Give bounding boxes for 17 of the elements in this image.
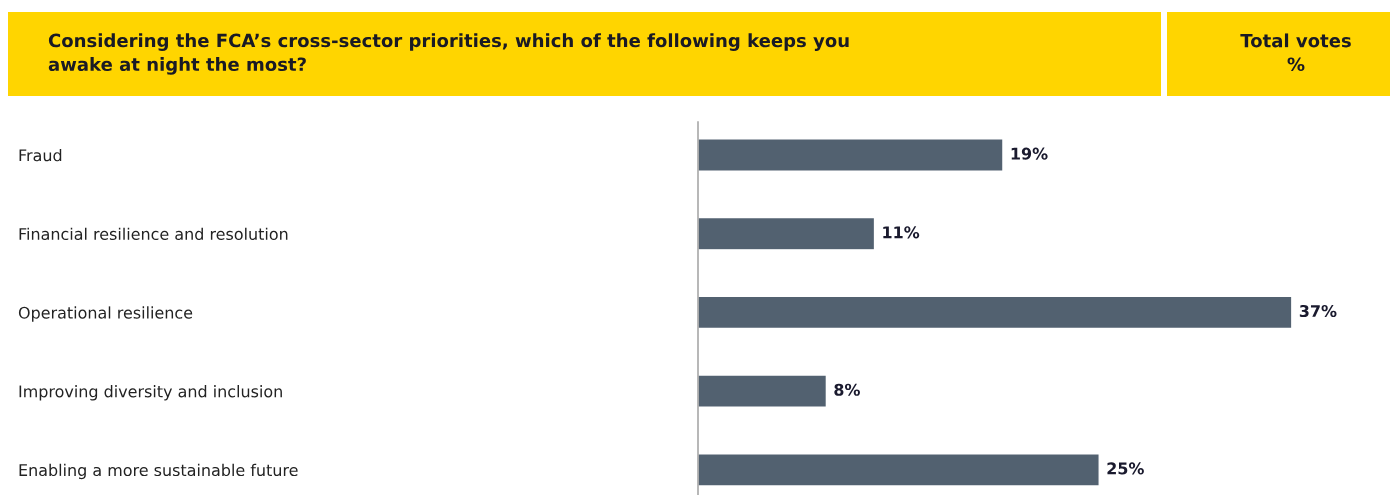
x-axis-title: Total votes %: [1240, 33, 1351, 72]
data-label: 8%: [834, 383, 860, 396]
data-label: 19%: [1011, 147, 1048, 160]
y-tick-label: Improving diversity and inclusion: [19, 385, 282, 401]
data-label: 11%: [883, 226, 920, 239]
y-tick-label: Financial resilience and resolution: [19, 227, 288, 241]
data-label: 37%: [1299, 304, 1337, 318]
bar: [698, 374, 828, 408]
data-label: 25%: [1107, 462, 1144, 475]
bar: [698, 138, 1004, 172]
bar: [698, 216, 876, 251]
y-tick-label: Fraud: [19, 148, 62, 162]
y-tick-label: Enabling a more sustainable future: [19, 463, 298, 480]
y-tick-label: Operational resilience: [18, 306, 193, 322]
text: Considering the FCA’s cross-sector priorities, which of the following keeps you awake at night the most?: [48, 33, 849, 75]
bar: [698, 452, 1100, 487]
bar: [698, 295, 1293, 330]
